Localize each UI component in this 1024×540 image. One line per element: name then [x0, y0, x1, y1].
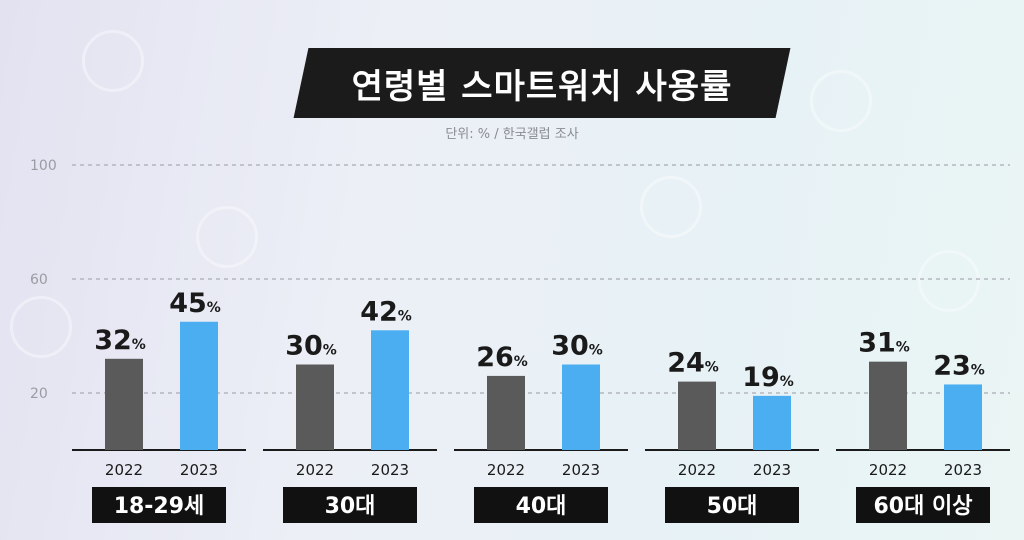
watermark-logo-icon	[918, 250, 980, 312]
group-label: 60대 이상	[874, 494, 973, 519]
x-tick-label: 2022	[869, 461, 907, 479]
data-label: 30%	[551, 331, 603, 362]
x-tick-label: 2023	[562, 461, 600, 479]
group-label: 30대	[325, 494, 376, 519]
bar	[105, 358, 143, 450]
y-tick-label: 20	[30, 386, 48, 402]
watermark-logo-icon	[810, 70, 872, 132]
x-tick-label: 2022	[296, 461, 334, 479]
data-label: 31%	[858, 328, 910, 359]
watermark-logo-icon	[640, 176, 702, 238]
x-tick-label: 2023	[371, 461, 409, 479]
x-tick-label: 2023	[944, 461, 982, 479]
data-label: 30%	[285, 331, 337, 362]
x-tick-label: 2022	[105, 461, 143, 479]
y-tick-label: 100	[30, 158, 57, 174]
group-label-box	[283, 487, 417, 523]
group-label-box	[92, 487, 226, 523]
bar	[678, 381, 716, 450]
bar	[869, 361, 907, 450]
x-tick-label: 2023	[180, 461, 218, 479]
watermark-logo-icon	[82, 30, 144, 92]
group-label-box	[665, 487, 799, 523]
group-label: 40대	[516, 494, 567, 519]
y-tick-label: 60	[30, 272, 48, 288]
data-label: 24%	[667, 348, 719, 379]
group-label-box	[474, 487, 608, 523]
chart-title: 연령별 스마트워치 사용률	[351, 66, 733, 107]
chart-subtitle: 단위: % / 한국갤럽 조사	[445, 127, 579, 142]
watermark-logo-icon	[10, 296, 72, 358]
data-label: 45%	[169, 288, 221, 319]
bar	[371, 330, 409, 450]
bar	[487, 375, 525, 450]
bar	[296, 364, 334, 450]
bar	[753, 395, 791, 450]
group-label-box	[856, 487, 990, 523]
data-label: 42%	[360, 296, 412, 327]
data-label: 26%	[476, 342, 528, 373]
bar	[180, 321, 218, 450]
x-tick-label: 2022	[678, 461, 716, 479]
x-tick-label: 2023	[753, 461, 791, 479]
group-label: 50대	[707, 494, 758, 519]
data-label: 32%	[94, 325, 146, 356]
data-label: 23%	[933, 350, 985, 381]
data-label: 19%	[742, 362, 794, 393]
watermark-logo-icon	[196, 206, 258, 268]
x-tick-label: 2022	[487, 461, 525, 479]
group-label: 18-29세	[114, 494, 205, 519]
bar	[944, 384, 982, 450]
bar	[562, 364, 600, 450]
